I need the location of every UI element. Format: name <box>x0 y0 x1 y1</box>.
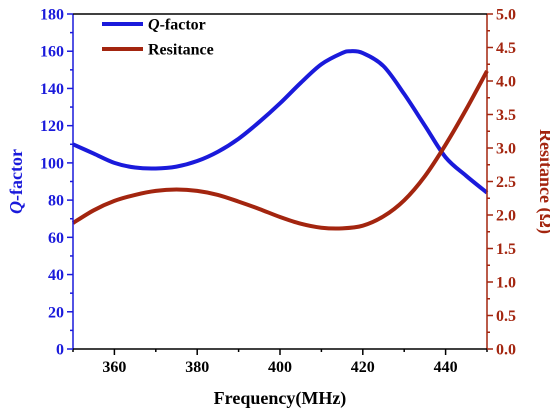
left-tick-label: 80 <box>48 193 64 210</box>
left-tick-label: 60 <box>48 230 64 247</box>
right-tick-label: 0.5 <box>496 308 516 325</box>
left-tick-label: 120 <box>40 118 64 135</box>
left-tick-label: 20 <box>48 304 64 321</box>
left-tick-label: 0 <box>56 342 64 359</box>
x-tick-label: 400 <box>268 359 292 376</box>
legend-label-text: Resitance <box>148 42 214 59</box>
x-axis-title: Frequency(MHz) <box>214 388 347 409</box>
left-tick-label: 160 <box>40 44 64 61</box>
right-tick-label: 1.5 <box>496 241 516 258</box>
left-tick-label: 140 <box>40 81 64 98</box>
x-tick-label: 420 <box>351 359 375 376</box>
legend-label: Q-factor <box>148 17 206 34</box>
right-tick-label: 0.0 <box>496 342 516 359</box>
right-tick-label: 2.0 <box>496 208 516 225</box>
left-axis-title: Q-factor <box>6 149 26 214</box>
left-tick-label: 100 <box>40 155 64 172</box>
right-tick-label: 5.0 <box>496 7 516 24</box>
left-axis-title-rest: -factor <box>6 149 26 201</box>
right-tick-label: 4.0 <box>496 74 516 91</box>
right-tick-label: 4.5 <box>496 40 516 57</box>
right-tick-label: 3.0 <box>496 141 516 158</box>
right-tick-label: 3.5 <box>496 107 516 124</box>
x-tick-label: 380 <box>185 359 209 376</box>
legend-label-italic: Q <box>148 17 160 34</box>
legend-label: Resitance <box>148 42 214 59</box>
left-tick-label: 40 <box>48 267 64 284</box>
q-factor-line <box>72 49 489 195</box>
right-tick-label: 1.0 <box>496 275 516 292</box>
x-tick-label: 440 <box>434 359 458 376</box>
left-axis-title-italic: Q <box>6 201 26 214</box>
resistance-line <box>71 69 489 231</box>
left-tick-label: 180 <box>40 7 64 24</box>
legend-label-text: -factor <box>160 17 206 34</box>
x-tick-label: 360 <box>102 359 126 376</box>
right-tick-label: 2.5 <box>496 174 516 191</box>
right-axis-title: Resitance (Ω) <box>535 129 550 234</box>
